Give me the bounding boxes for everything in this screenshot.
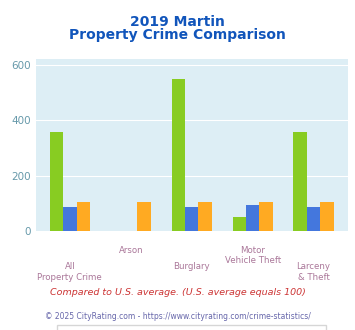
Text: Property Crime Comparison: Property Crime Comparison [69,28,286,42]
Text: Arson: Arson [119,246,143,255]
Text: 2019 Martin: 2019 Martin [130,15,225,29]
Bar [50,132,63,231]
Text: Larceny
& Theft: Larceny & Theft [296,262,331,282]
Bar [233,217,246,231]
Bar [198,202,212,231]
Bar [77,202,90,231]
Text: All
Property Crime: All Property Crime [37,262,102,282]
Text: Burglary: Burglary [173,262,210,271]
Bar [320,202,334,231]
Bar [185,208,198,231]
Text: Compared to U.S. average. (U.S. average equals 100): Compared to U.S. average. (U.S. average … [50,287,305,297]
Bar [246,205,260,231]
Bar [63,208,77,231]
Bar [137,202,151,231]
Bar [294,132,307,231]
Bar [260,202,273,231]
Text: Motor
Vehicle Theft: Motor Vehicle Theft [224,246,281,265]
Text: © 2025 CityRating.com - https://www.cityrating.com/crime-statistics/: © 2025 CityRating.com - https://www.city… [45,312,310,321]
Legend: Martin, South Dakota, National: Martin, South Dakota, National [58,325,326,330]
Bar [307,208,320,231]
Bar [171,79,185,231]
